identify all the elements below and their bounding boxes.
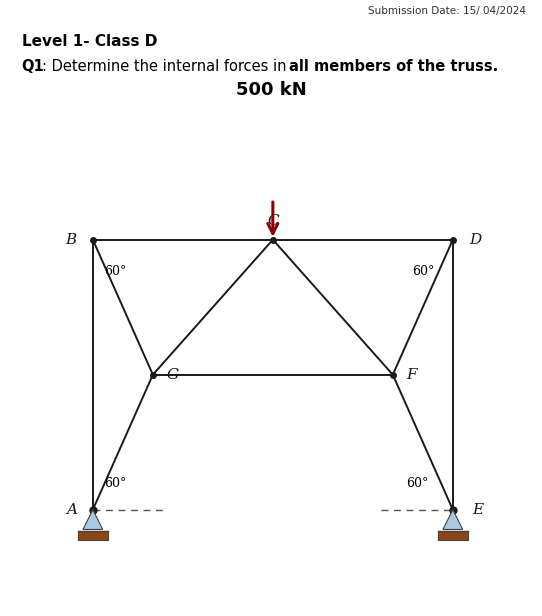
Text: D: D <box>469 233 481 246</box>
Text: Q1: Q1 <box>22 59 44 73</box>
Text: all members of the truss.: all members of the truss. <box>289 59 498 73</box>
Text: Level 1- Class D: Level 1- Class D <box>22 34 157 49</box>
Text: C: C <box>267 214 279 228</box>
Polygon shape <box>78 531 108 540</box>
Text: 60°: 60° <box>104 265 126 278</box>
Text: B: B <box>66 233 76 246</box>
Text: 60°: 60° <box>104 477 126 490</box>
Text: A: A <box>66 503 76 517</box>
Polygon shape <box>443 509 463 530</box>
Text: : Determine the internal forces in: : Determine the internal forces in <box>42 59 292 73</box>
Text: Submission Date: 15/ 04/2024: Submission Date: 15/ 04/2024 <box>367 6 526 16</box>
Polygon shape <box>83 509 103 530</box>
Text: 60°: 60° <box>406 477 428 490</box>
Text: G: G <box>166 368 178 382</box>
Text: F: F <box>406 368 417 382</box>
Text: 60°: 60° <box>412 265 435 278</box>
Text: 500 kN: 500 kN <box>236 81 306 99</box>
Polygon shape <box>437 531 468 540</box>
Text: E: E <box>473 503 484 517</box>
